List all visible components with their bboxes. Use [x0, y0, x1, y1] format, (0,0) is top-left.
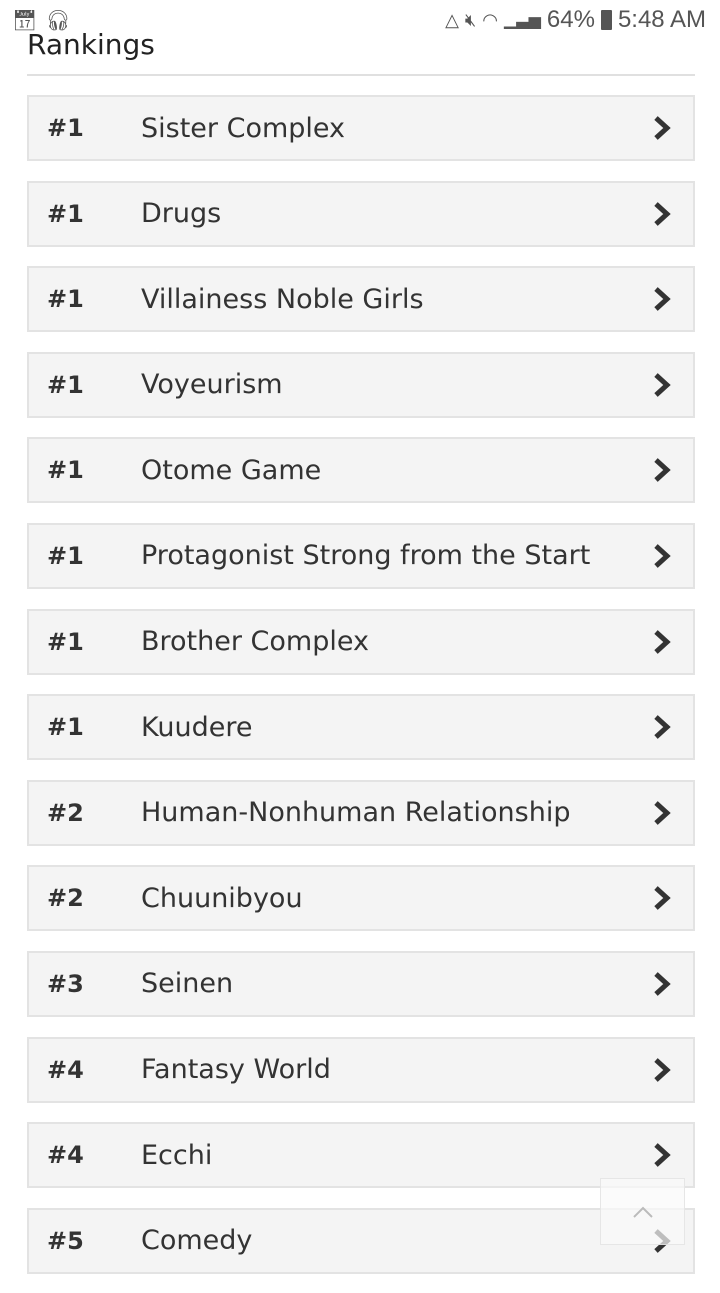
wifi-icon: ◠	[482, 9, 498, 30]
ranking-position: #1	[47, 713, 84, 742]
ranking-row[interactable]: #1 Sister Complex	[27, 95, 695, 161]
ranking-tag: Ecchi	[141, 1139, 213, 1171]
chevron-right-icon	[654, 800, 671, 825]
ranking-tag: Brother Complex	[141, 626, 369, 658]
ranking-tag: Villainess Noble Girls	[141, 283, 424, 315]
section-title: Rankings	[27, 28, 155, 61]
ranking-position: #1	[47, 370, 84, 399]
ranking-row[interactable]: #1 Protagonist Strong from the Start	[27, 522, 695, 589]
status-bar: 📅︎ 🎧︎ △ 🔇︎ ◠ ▁▃▅ 64% 5:48 AM	[0, 0, 720, 40]
chevron-right-icon	[654, 116, 671, 140]
chevron-right-icon	[654, 886, 671, 911]
ranking-tag: Voyeurism	[141, 369, 283, 401]
ranking-row[interactable]: #2 Human-Nonhuman Relationship	[27, 779, 695, 846]
chevron-right-icon	[654, 372, 671, 397]
ranking-tag: Fantasy World	[141, 1054, 331, 1086]
ranking-position: #4	[47, 1055, 84, 1084]
ranking-tag: Comedy	[141, 1225, 253, 1257]
ranking-position: #5	[47, 1226, 84, 1255]
clock: 5:48 AM	[617, 6, 706, 33]
ranking-position: #1	[47, 541, 84, 570]
ranking-row[interactable]: #1 Otome Game	[27, 437, 695, 504]
ranking-row[interactable]: #1 Drugs	[27, 180, 695, 247]
chevron-up-icon	[633, 1206, 653, 1218]
chevron-right-icon	[654, 629, 671, 654]
chevron-right-icon	[654, 1057, 671, 1082]
ranking-tag: Sister Complex	[141, 112, 346, 144]
data-saver-icon: △	[445, 9, 459, 30]
battery-charging-icon	[600, 10, 612, 30]
calendar-icon: 📅︎	[12, 10, 38, 32]
ranking-row[interactable]: #1 Brother Complex	[27, 608, 695, 675]
ranking-tag: Otome Game	[141, 454, 322, 486]
ranking-position: #3	[47, 969, 84, 998]
signal-icon: ▁▃▅	[503, 12, 541, 29]
ranking-tag: Chuunibyou	[141, 882, 303, 914]
ranking-row[interactable]: #4 Ecchi	[27, 1122, 695, 1189]
ranking-tag: Drugs	[141, 198, 222, 230]
ranking-row[interactable]: #3 Seinen	[27, 950, 695, 1017]
ranking-tag: Human-Nonhuman Relationship	[141, 797, 571, 829]
ranking-row[interactable]: #1 Voyeurism	[27, 351, 695, 418]
ranking-position: #1	[47, 285, 84, 314]
headset-icon: 🎧︎	[45, 10, 71, 32]
ranking-row[interactable]: #5 Comedy	[27, 1207, 695, 1274]
chevron-right-icon	[654, 201, 671, 226]
chevron-right-icon	[654, 287, 671, 312]
chevron-right-icon	[654, 544, 671, 568]
ranking-row[interactable]: #2 Chuunibyou	[27, 865, 695, 932]
ranking-position: #2	[47, 798, 84, 827]
ranking-row[interactable]: #1 Villainess Noble Girls	[27, 266, 695, 333]
divider	[27, 74, 695, 76]
ranking-position: #1	[47, 627, 84, 656]
battery-level: 64%	[546, 6, 595, 33]
ranking-tag: Protagonist Strong from the Start	[141, 540, 591, 572]
chevron-right-icon	[654, 972, 671, 996]
ranking-row[interactable]: #4 Fantasy World	[27, 1036, 695, 1103]
mute-icon: 🔇︎	[464, 9, 477, 30]
scroll-to-top-button[interactable]	[600, 1178, 685, 1245]
ranking-position: #1	[47, 456, 84, 485]
ranking-position: #2	[47, 884, 84, 913]
ranking-tag: Seinen	[141, 968, 234, 1000]
ranking-position: #4	[47, 1141, 84, 1170]
ranking-row[interactable]: #1 Kuudere	[27, 694, 695, 761]
ranking-tag: Kuudere	[141, 711, 253, 743]
chevron-right-icon	[654, 1143, 671, 1167]
ranking-position: #1	[47, 114, 84, 142]
rankings-list: #1 Sister Complex #1 Drugs #1 Villainess Nobl…	[27, 95, 695, 1293]
chevron-right-icon	[654, 458, 671, 483]
ranking-position: #1	[47, 199, 84, 228]
chevron-right-icon	[654, 715, 671, 740]
